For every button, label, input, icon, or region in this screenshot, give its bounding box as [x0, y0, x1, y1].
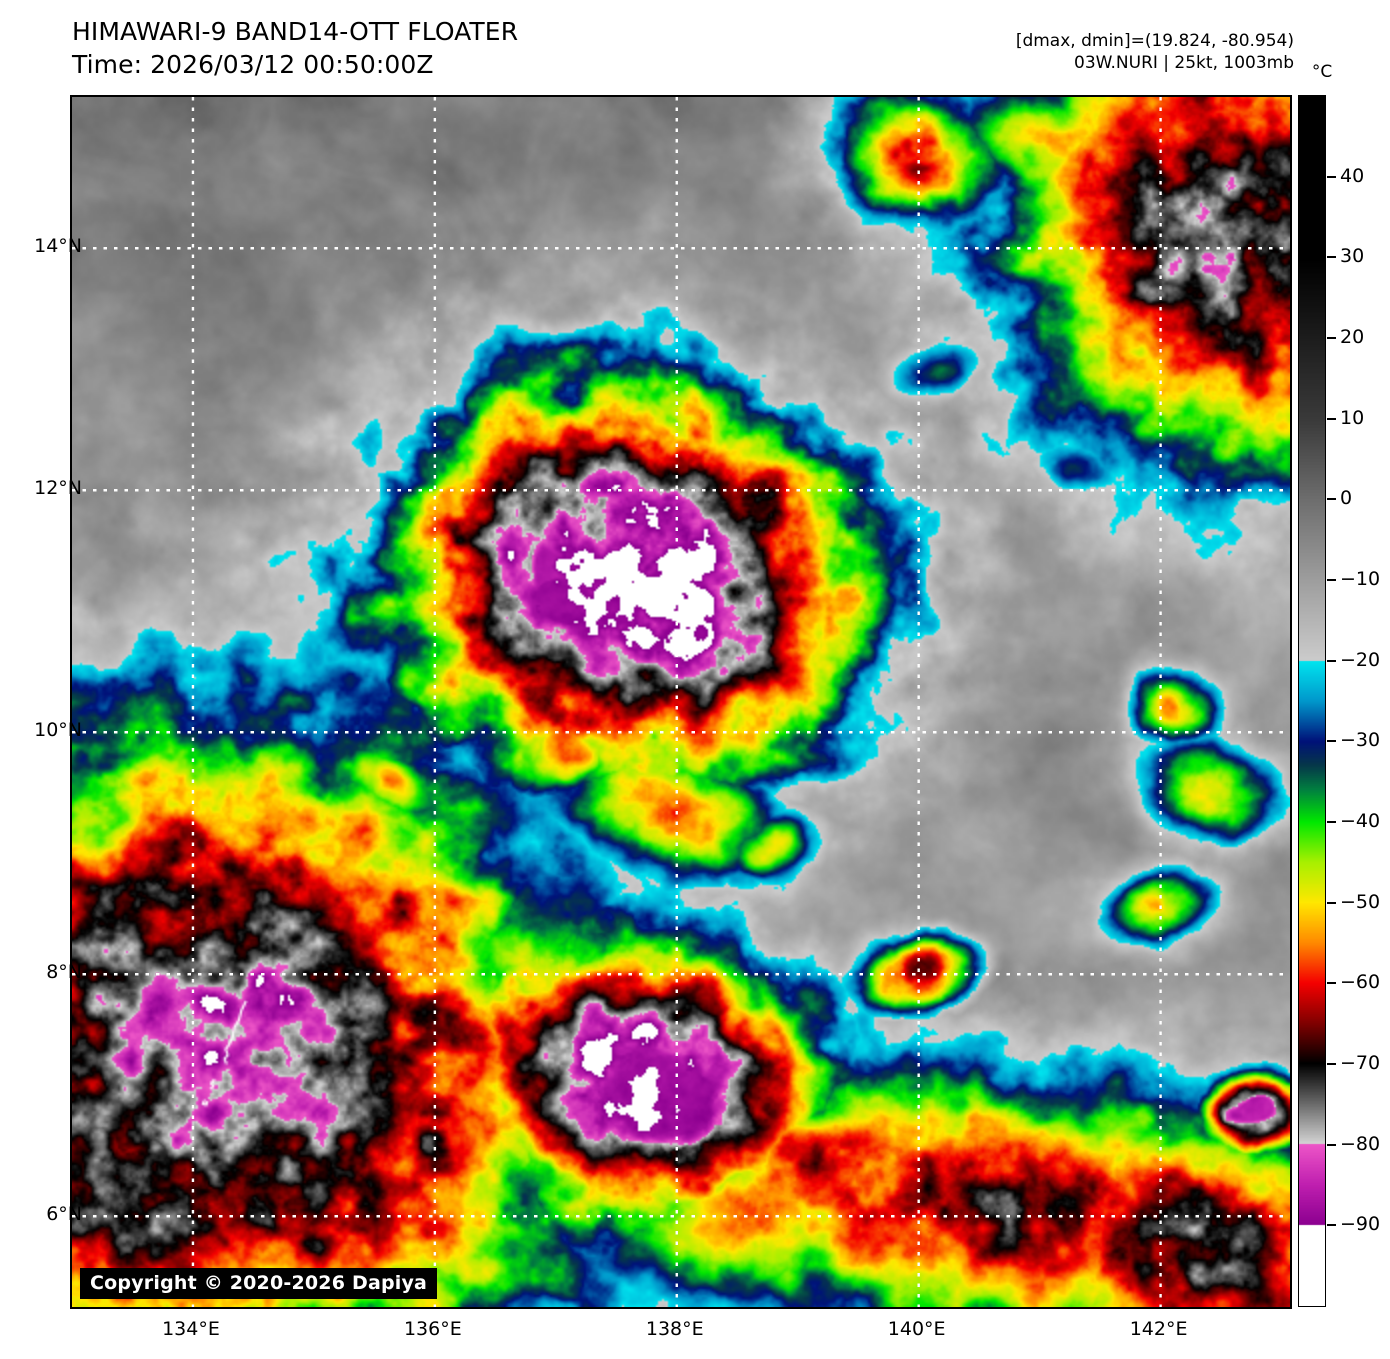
colorbar-tick-mark-11: [1327, 1063, 1336, 1065]
colorbar-tick-mark-1: [1327, 256, 1336, 259]
colorbar-tick-mark-2: [1327, 337, 1336, 339]
lon-tick-label-2: 138°E: [645, 1318, 704, 1340]
page-title: HIMAWARI-9 BAND14-OTT FLOATER: [72, 17, 519, 46]
lat-tick-label-0: 14°N: [34, 235, 82, 258]
dmax-dmin-label: [dmax, dmin]=(19.824, -80.954): [1015, 31, 1294, 51]
colorbar-tick-label-1: 30: [1340, 245, 1365, 268]
lon-tick-label-1: 136°E: [403, 1318, 462, 1340]
colorbar-tick-label-4: 0: [1340, 487, 1353, 510]
colorbar-tick-label-7: −30: [1340, 729, 1381, 752]
colorbar-tick-mark-8: [1327, 821, 1336, 823]
satellite-image-panel[interactable]: Copyright © 2020-2026 Dapiya: [70, 95, 1292, 1309]
lat-tick-label-4: 6°N: [46, 1203, 82, 1226]
lat-tick-label-1: 12°N: [34, 477, 82, 500]
satellite-infrared-heatmap: [72, 97, 1290, 1307]
temperature-colorbar[interactable]: [1298, 95, 1326, 1307]
colorbar-tick-mark-12: [1327, 1143, 1336, 1146]
colorbar-tick-label-12: −80: [1340, 1132, 1381, 1155]
colorbar-tick-label-2: 20: [1340, 326, 1365, 348]
colorbar-unit-label: °C: [1311, 62, 1333, 82]
colorbar-tick-mark-5: [1327, 579, 1336, 581]
colorbar-tick-label-10: −60: [1340, 971, 1381, 994]
colorbar-gradient: [1299, 96, 1325, 1306]
lon-tick-label-0: 134°E: [162, 1318, 220, 1340]
colorbar-tick-label-3: 10: [1340, 406, 1365, 429]
header-title-block: HIMAWARI-9 BAND14-OTT FLOATER Time: 2026…: [72, 16, 518, 81]
copyright-label: Copyright © 2020-2026 Dapiya: [80, 1268, 438, 1299]
lon-tick-label-4: 142°E: [1129, 1318, 1188, 1340]
colorbar-tick-mark-7: [1327, 740, 1336, 743]
storm-info-label: 03W.NURI | 25kt, 1003mb: [1074, 53, 1294, 74]
lat-tick-label-3: 8°N: [46, 961, 82, 984]
colorbar-tick-label-6: −20: [1340, 648, 1381, 671]
colorbar-tick-label-9: −50: [1340, 890, 1381, 913]
colorbar-tick-mark-9: [1327, 901, 1336, 904]
lat-lon-gridlines: [72, 97, 1290, 1307]
lon-tick-label-3: 140°E: [887, 1318, 946, 1340]
colorbar-tick-label-13: −90: [1340, 1213, 1381, 1236]
colorbar-tick-label-11: −70: [1340, 1052, 1381, 1074]
colorbar-tick-label-8: −40: [1340, 810, 1381, 832]
colorbar-tick-mark-3: [1327, 417, 1336, 420]
colorbar-tick-mark-4: [1327, 498, 1336, 501]
colorbar-tick-label-0: 40: [1340, 164, 1365, 187]
colorbar-tick-mark-13: [1327, 1224, 1336, 1227]
colorbar-tick-mark-10: [1327, 982, 1336, 985]
colorbar-tick-mark-6: [1327, 659, 1336, 662]
colorbar-tick-label-5: −10: [1340, 568, 1381, 590]
header-meta-block: [dmax, dmin]=(19.824, -80.954) 03W.NURI …: [1016, 30, 1294, 75]
timestamp-label: Time: 2026/03/12 00:50:00Z: [72, 49, 434, 79]
colorbar-tick-mark-0: [1327, 175, 1336, 178]
lat-tick-label-2: 10°N: [34, 719, 82, 742]
